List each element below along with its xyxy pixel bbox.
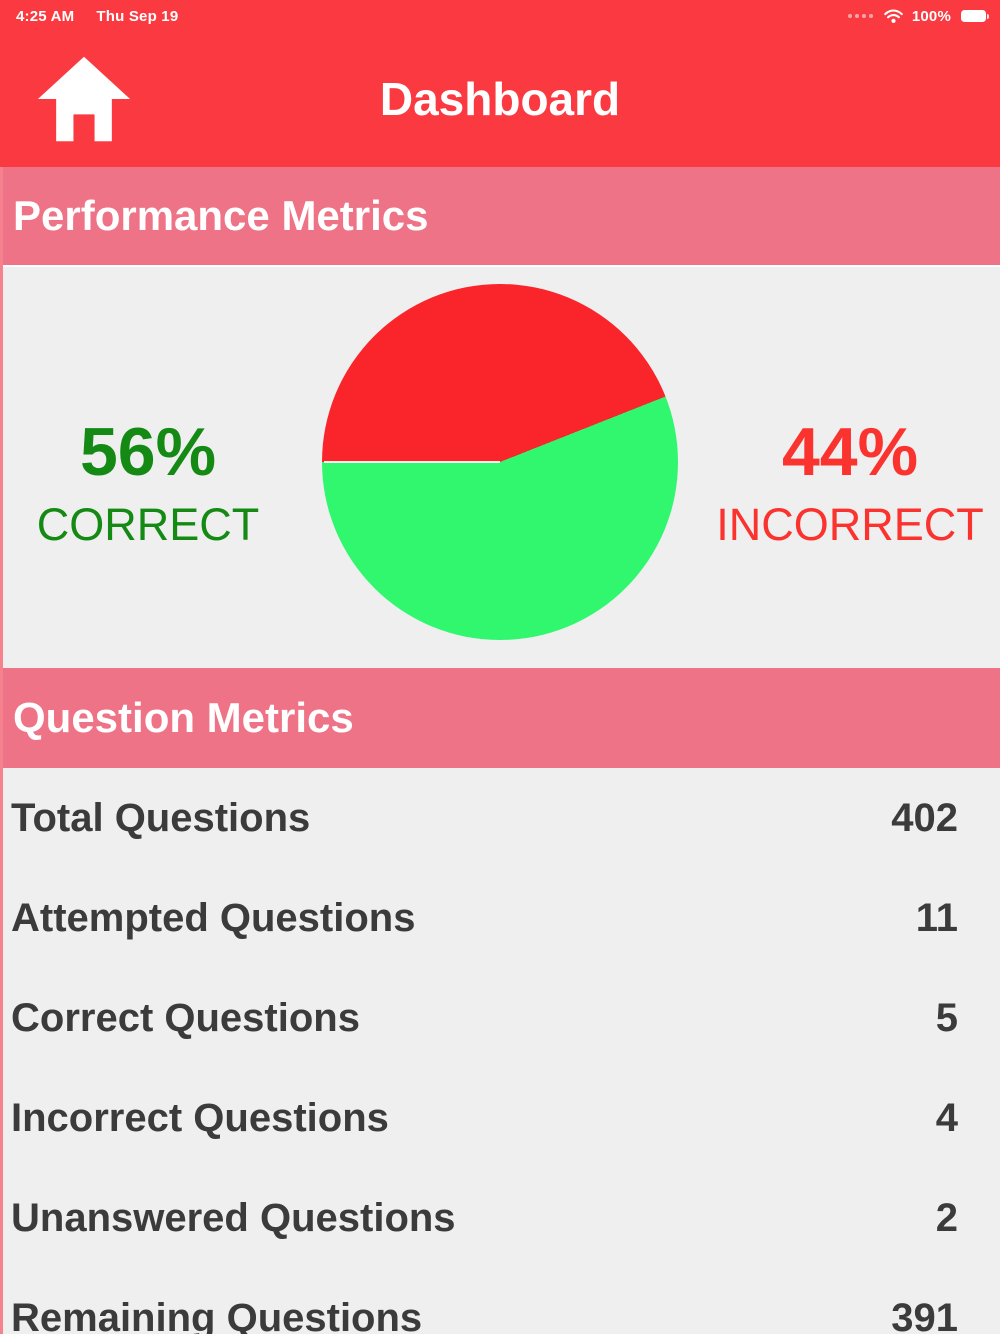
table-row: Total Questions 402 xyxy=(3,768,1000,868)
incorrect-label: INCORRECT xyxy=(716,499,984,550)
performance-chart-section: 56% CORRECT 44% INCORRECT xyxy=(3,267,1000,668)
home-button[interactable] xyxy=(36,54,132,144)
question-metrics-table: Total Questions 402 Attempted Questions … xyxy=(3,768,1000,1334)
page-title: Dashboard xyxy=(379,72,621,125)
row-label: Remaining Questions xyxy=(11,1295,423,1334)
table-row: Unanswered Questions 2 xyxy=(3,1168,1000,1268)
row-label: Unanswered Questions xyxy=(11,1195,456,1240)
home-icon xyxy=(37,56,131,142)
correct-label: CORRECT xyxy=(36,499,260,550)
table-row: Incorrect Questions 4 xyxy=(3,1068,1000,1168)
row-value: 4 xyxy=(935,1095,958,1140)
table-row: Remaining Questions 391 xyxy=(3,1268,1000,1334)
correct-percentage: 56% xyxy=(79,414,217,490)
status-date: Thu Sep 19 xyxy=(96,7,179,25)
incorrect-stat: 44% INCORRECT xyxy=(700,267,1000,668)
table-row: Correct Questions 5 xyxy=(3,968,1000,1068)
row-value: 402 xyxy=(891,795,958,840)
top-bar: 4:25 AM Thu Sep 19 100% xyxy=(0,0,1000,167)
row-label: Total Questions xyxy=(11,795,311,840)
battery-percent: 100% xyxy=(911,7,951,25)
content: Performance Metrics 56% CORRECT 44% INCO… xyxy=(0,167,1000,1334)
row-label: Correct Questions xyxy=(11,995,360,1040)
row-value: 2 xyxy=(935,1195,958,1240)
performance-metrics-header: Performance Metrics xyxy=(3,167,1000,267)
row-value: 391 xyxy=(891,1295,958,1334)
table-row: Attempted Questions 11 xyxy=(3,868,1000,968)
status-time: 4:25 AM xyxy=(16,7,75,25)
incorrect-percentage: 44% xyxy=(781,414,919,490)
performance-metrics-title: Performance Metrics xyxy=(13,192,429,239)
row-value: 11 xyxy=(915,895,958,940)
wifi-icon xyxy=(883,9,903,23)
row-label: Incorrect Questions xyxy=(11,1095,389,1140)
status-bar-right: 100% xyxy=(847,7,989,25)
question-metrics-title: Question Metrics xyxy=(13,694,354,741)
battery-icon xyxy=(961,10,989,22)
nav-header: Dashboard xyxy=(0,30,1000,167)
status-bar-left: 4:25 AM Thu Sep 19 xyxy=(16,8,178,25)
status-bar: 4:25 AM Thu Sep 19 100% xyxy=(0,0,1000,30)
row-value: 5 xyxy=(935,995,958,1040)
pie-chart xyxy=(322,284,678,640)
row-label: Attempted Questions xyxy=(11,895,416,940)
cellular-signal-icon xyxy=(847,14,873,18)
question-metrics-header: Question Metrics xyxy=(3,668,1000,768)
correct-stat: 56% CORRECT xyxy=(3,267,293,668)
